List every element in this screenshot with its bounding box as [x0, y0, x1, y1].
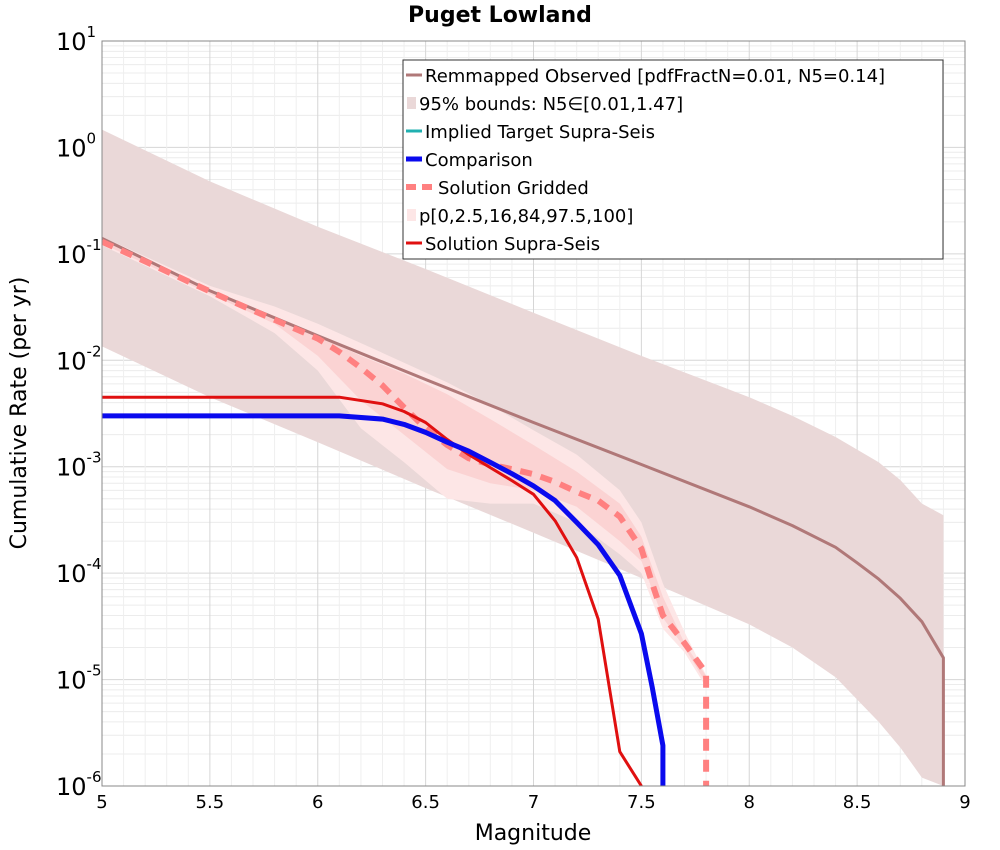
x-tick-label: 6 [312, 792, 323, 813]
band-p-0-2-5-16-84-97-5-100- [102, 236, 707, 688]
x-tick-label: 5.5 [196, 792, 225, 813]
y-tick-label: 10-3 [56, 449, 102, 482]
legend-label: Comparison [425, 150, 533, 171]
legend-label: Implied Target Supra-Seis [425, 122, 655, 143]
y-axis-label: Cumulative Rate (per yr) [7, 277, 32, 550]
y-tick-label: 10-2 [56, 342, 102, 375]
series-comparison [102, 413, 666, 786]
legend-item: Remmapped Observed [pdfFractN=0.01, N5=0… [406, 66, 885, 87]
series-solution-supra-seis [102, 395, 643, 786]
legend-label: p[0,2.5,16,84,97.5,100] [419, 206, 633, 227]
series-layer [102, 129, 945, 786]
legend-item: p[0,2.5,16,84,97.5,100] [407, 206, 633, 227]
legend-label: Remmapped Observed [pdfFractN=0.01, N5=0… [425, 66, 885, 87]
y-tick-label: 10-6 [56, 768, 102, 801]
x-tick-label: 6.5 [411, 792, 440, 813]
legend-box [402, 59, 944, 260]
legend-item: Comparison [406, 150, 533, 171]
x-axis-label: Magnitude [475, 821, 592, 846]
x-tick-label: 5 [96, 792, 107, 813]
legend-item: 95% bounds: N5∈[0.01,1.47] [407, 94, 683, 115]
legend-item: Solution Supra-Seis [406, 234, 600, 255]
legend-swatch [407, 97, 416, 109]
legend-label: Solution Gridded [438, 178, 589, 199]
chart-title: Puget Lowland [408, 3, 592, 28]
plot-frame [101, 40, 966, 787]
y-tick-label: 101 [56, 23, 96, 56]
x-tick-label: 8.5 [843, 792, 872, 813]
legend-item: Solution Gridded [406, 178, 589, 199]
legend-item: Implied Target Supra-Seis [406, 122, 655, 143]
legend-label: 95% bounds: N5∈[0.01,1.47] [419, 94, 683, 115]
x-tick-label: 9 [959, 792, 970, 813]
x-tick-label: 7 [528, 792, 539, 813]
y-axis-ticks: 101 100 10-1 10-2 10-3 10-4 10-5 10-6 [56, 23, 102, 801]
legend-label: Solution Supra-Seis [425, 234, 600, 255]
legend-swatch [407, 209, 416, 221]
y-tick-label: 10-5 [56, 662, 102, 695]
y-tick-label: 100 [56, 129, 96, 162]
x-tick-label: 8 [744, 792, 755, 813]
series-remmapped-observed-pdffractn-0-01-n5-0-14- [102, 236, 945, 786]
y-tick-label: 10-4 [56, 555, 102, 588]
x-tick-label: 7.5 [627, 792, 656, 813]
x-axis-ticks: 5 5.5 6 6.5 7 7.5 8 8.5 9 [96, 792, 970, 813]
y-tick-label: 10-1 [56, 236, 102, 269]
legend: Remmapped Observed [pdfFractN=0.01, N5=0… [402, 59, 944, 260]
